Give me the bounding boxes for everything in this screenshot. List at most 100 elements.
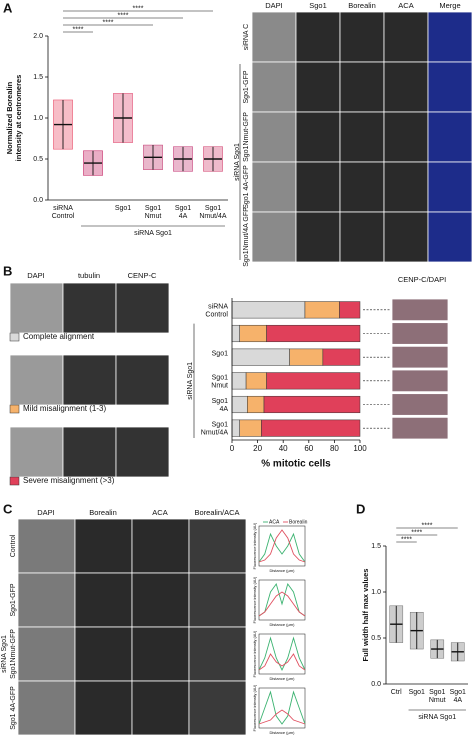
- y-tick-label: 0.0: [371, 681, 381, 688]
- x-tick-label: Sgo1 Nmut/4A: [199, 205, 227, 220]
- bar-segment: [231, 324, 240, 343]
- y-axis-label: Fluorescence intensity (AU): [253, 684, 257, 731]
- micrograph: [383, 161, 429, 213]
- group-label: siRNA Sgo1: [134, 230, 172, 237]
- y-tick-label: Sgo1 Nmut: [211, 374, 228, 389]
- y-tick-label: 1.0: [33, 115, 43, 122]
- legend-label: Mild misalignment (1-3): [23, 404, 106, 413]
- legend-label: Complete alignment: [23, 332, 95, 341]
- y-tick-label: 1.5: [371, 543, 381, 550]
- micrograph: [251, 61, 297, 113]
- y-tick-label: Sgo1: [212, 351, 228, 358]
- row-label: Sgo1Nmut-GFP: [10, 629, 17, 679]
- micrograph: [17, 680, 76, 736]
- legend-swatch: [9, 332, 20, 342]
- bar-segment: [239, 324, 267, 343]
- micrograph: [74, 626, 133, 682]
- micrograph: [251, 111, 297, 163]
- bar-segment: [231, 301, 306, 319]
- micrograph: [339, 111, 385, 163]
- x-tick-label: Sgo1 4A: [175, 205, 191, 220]
- panel-label: C: [3, 501, 13, 516]
- micrograph: [9, 282, 64, 334]
- column-header: CENP-C/DAPI: [398, 275, 446, 284]
- micrograph: [62, 282, 117, 334]
- row-label: siRNA C: [243, 24, 250, 50]
- bar-segment: [261, 419, 361, 437]
- column-header: Sgo1: [309, 1, 327, 10]
- row-label: Sgo1 4A-GFP: [10, 686, 17, 730]
- bar-segment: [266, 324, 361, 343]
- column-header: DAPI: [27, 271, 45, 280]
- x-tick-label: 60: [304, 444, 313, 453]
- micrograph: [74, 680, 133, 736]
- micrograph: [131, 518, 190, 574]
- bar-segment: [231, 419, 240, 437]
- row-label: Sgo1-GFP: [10, 583, 17, 616]
- bar-segment: [239, 419, 262, 437]
- micrograph: [188, 518, 247, 574]
- x-tick-label: 40: [279, 444, 288, 453]
- column-header: Borealin: [348, 1, 376, 10]
- bar-segment: [322, 348, 361, 366]
- x-tick-label: siRNA Control: [52, 205, 75, 220]
- plot-frame: [258, 525, 306, 567]
- micrograph: [17, 572, 76, 628]
- micrograph: [115, 354, 170, 406]
- y-tick-label: 0.5: [371, 635, 381, 642]
- micrograph: [295, 111, 341, 163]
- x-tick-label: Ctrl: [391, 689, 402, 696]
- series-line: [258, 591, 306, 617]
- x-tick-label: Sgo1 Nmut: [145, 205, 162, 220]
- significance-label: ****: [118, 12, 129, 19]
- x-tick-label: 20: [253, 444, 262, 453]
- x-tick-label: 80: [330, 444, 339, 453]
- panel-label: A: [3, 0, 13, 15]
- micrograph: [391, 345, 449, 369]
- micrograph: [391, 393, 449, 416]
- row-label: Sgo1 4A-GFP: [243, 165, 250, 209]
- micrograph: [383, 61, 429, 113]
- series-line: [258, 529, 306, 563]
- bar-segment: [231, 395, 248, 414]
- row-label: Sgo1Nmut-GFP: [243, 112, 250, 162]
- micrograph: [427, 11, 473, 63]
- y-axis-label: Fluorescence intensity (AU): [253, 576, 257, 623]
- row-label: Sgo1Nmut/4A GFP: [243, 207, 250, 267]
- y-axis-label: Full width half max values: [361, 569, 370, 662]
- micrograph: [295, 211, 341, 263]
- micrograph: [427, 161, 473, 213]
- legend-label: ACA: [269, 519, 280, 525]
- y-axis-label: Fluorescence intensity (AU): [253, 522, 257, 569]
- micrograph: [383, 11, 429, 63]
- column-header: DAPI: [265, 1, 283, 10]
- y-tick-label: siRNA Control: [205, 303, 228, 318]
- column-header: tubulin: [78, 271, 100, 280]
- x-axis-label: Distance (µm): [270, 730, 296, 735]
- bar-segment: [231, 372, 247, 390]
- micrograph: [251, 211, 297, 263]
- x-axis-label: % mitotic cells: [261, 459, 331, 470]
- column-header: Borealin: [89, 508, 117, 517]
- micrograph: [131, 680, 190, 736]
- micrograph: [9, 426, 64, 478]
- legend-label: Borealin: [289, 519, 308, 525]
- micrograph: [115, 426, 170, 478]
- x-tick-label: 100: [353, 444, 367, 453]
- plot-frame: [258, 579, 306, 621]
- series-line: [258, 636, 306, 672]
- series-line: [258, 709, 306, 725]
- micrograph: [383, 111, 429, 163]
- micrograph: [131, 572, 190, 628]
- micrograph: [295, 161, 341, 213]
- x-axis-label: Distance (µm): [270, 676, 296, 681]
- bar-segment: [231, 348, 290, 366]
- micrograph: [339, 61, 385, 113]
- micrograph: [188, 572, 247, 628]
- y-tick-label: 1.5: [33, 74, 43, 81]
- micrograph: [131, 626, 190, 682]
- micrograph: [427, 61, 473, 113]
- column-header: ACA: [152, 508, 167, 517]
- x-tick-label: Sgo1: [115, 205, 131, 212]
